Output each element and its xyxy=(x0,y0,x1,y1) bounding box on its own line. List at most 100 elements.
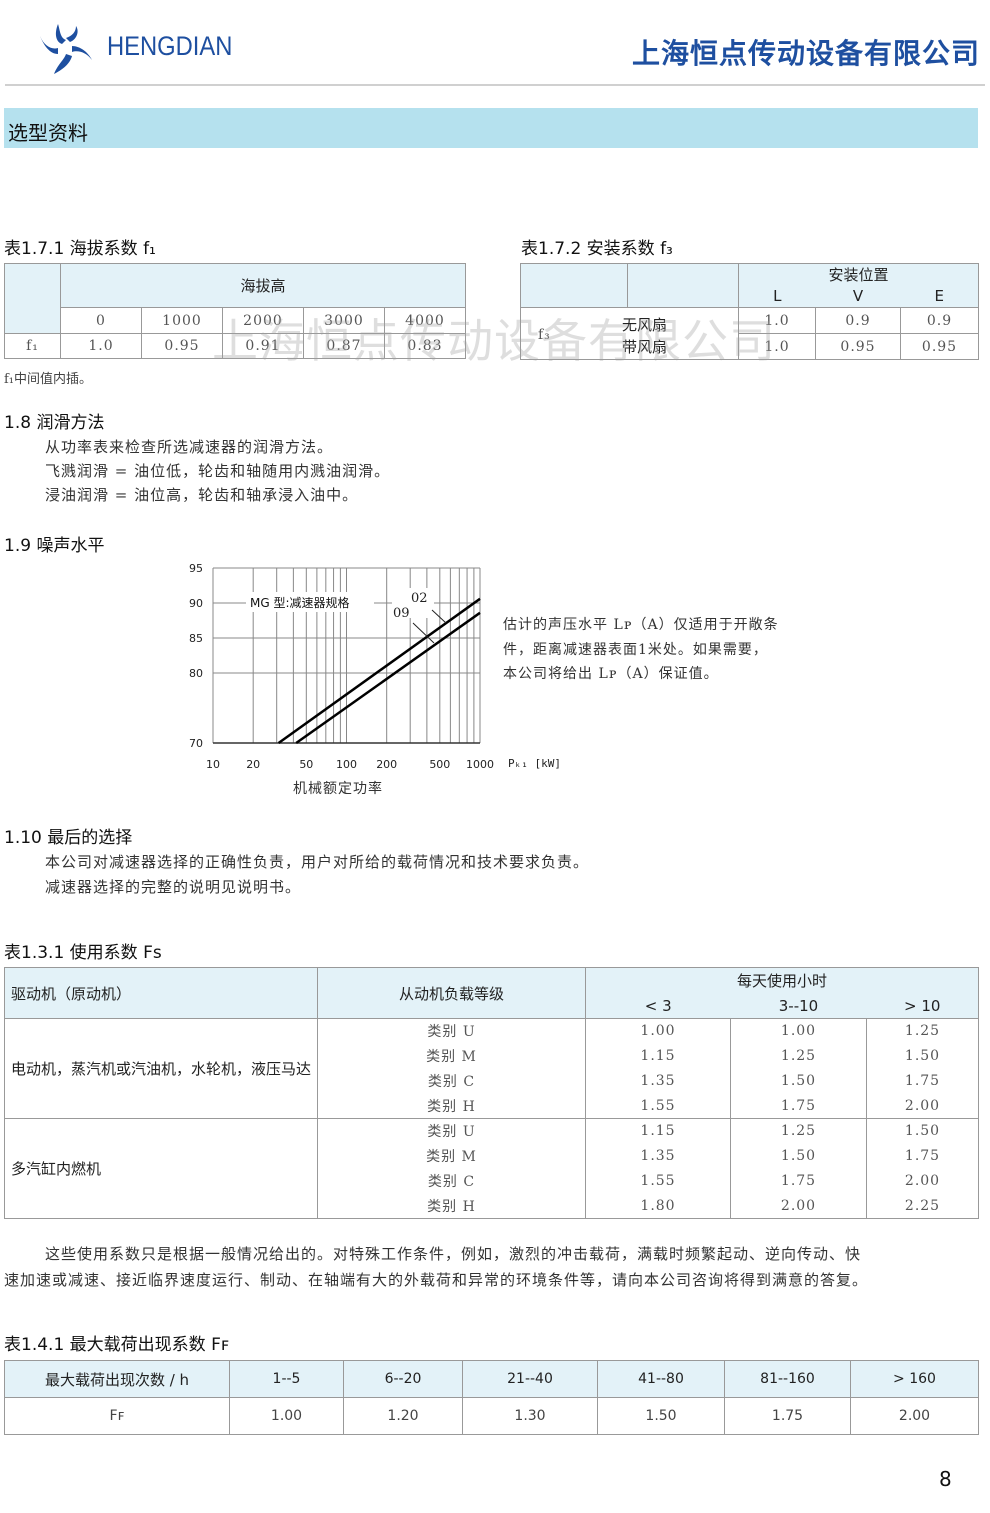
selection-line: 减速器选择的完整的说明见说明书。 xyxy=(45,878,302,896)
section-18-heading: 1.8 润滑方法 xyxy=(4,413,105,433)
factor-cell: 1.75 xyxy=(866,1068,979,1094)
value-cell: 1.0 xyxy=(738,307,816,334)
factor-cell: 1.50 xyxy=(866,1118,979,1144)
noise-note-line: 本公司将给出 Lᴘ（A）保证值。 xyxy=(503,666,719,682)
value-cell: 1.20 xyxy=(343,1397,463,1435)
hours-header: 每天使用小时 xyxy=(585,967,979,994)
row-label: f₃ xyxy=(538,327,551,343)
table-row: 类别 H 1.55 1.75 2.00 xyxy=(5,1093,979,1119)
annotation-background xyxy=(246,592,374,612)
leader-line-02 xyxy=(431,609,447,624)
row-label: Fꜰ xyxy=(4,1397,230,1435)
factor-cell: 2.00 xyxy=(730,1193,867,1219)
lubrication-line: 从功率表来检查所选减速器的润滑方法。 xyxy=(45,438,334,456)
factor-cell: 1.80 xyxy=(585,1193,731,1219)
with-fan-label: 带风扇 xyxy=(622,338,668,356)
range-cell: 81--160 xyxy=(724,1360,851,1398)
table-row: 类别 H 1.80 2.00 2.25 xyxy=(5,1193,979,1219)
series-label-background xyxy=(392,588,434,618)
table-row: 类别 C 1.55 1.75 2.00 xyxy=(5,1168,979,1194)
driver-cell: 多汽缸内燃机 xyxy=(4,1118,318,1219)
company-name: 上海恒点传动设备有限公司 xyxy=(631,37,980,70)
load-class-cell: 类别 H xyxy=(317,1093,586,1119)
section-19-heading: 1.9 噪声水平 xyxy=(4,536,105,556)
y-tick-label: 70 xyxy=(189,737,203,750)
series-line-09 xyxy=(295,611,481,745)
table-row: 类别 M 1.15 1.25 1.50 xyxy=(5,1043,979,1069)
load-class-cell: 类别 M xyxy=(317,1043,586,1069)
no-fan-label: 无风扇 xyxy=(622,316,668,334)
factor-cell: 2.00 xyxy=(866,1093,979,1119)
value-cell: 1.0 xyxy=(60,333,142,359)
x-tick-label: 50 xyxy=(299,758,313,771)
x-tick-label: 10 xyxy=(206,758,220,771)
value-cell: 0.95 xyxy=(900,333,979,360)
x-tick-label: 100 xyxy=(336,758,357,771)
factor-cell: 1.50 xyxy=(730,1143,867,1169)
header-label: 最大载荷出现次数 / h xyxy=(4,1360,230,1398)
altitude-factor-table: 海拔高 0 1000 2000 3000 4000 f₁ 1.0 0.95 0.… xyxy=(4,263,466,359)
factor-cell: 1.75 xyxy=(730,1093,867,1119)
load-class-cell: 类别 H xyxy=(317,1193,586,1219)
noise-note-line: 件，距离减速器表面1米处。如果需要， xyxy=(503,642,768,658)
y-tick-label: 80 xyxy=(189,667,203,680)
factor-cell: 1.25 xyxy=(866,1018,979,1044)
load-class-cell: 类别 U xyxy=(317,1018,586,1044)
chart-annotation: MG 型:减速器规格 xyxy=(250,595,350,610)
table-172-title: 表1.7.2 安装系数 f₃ xyxy=(521,239,673,259)
table-171-note: f₁中间值内插。 xyxy=(4,372,93,387)
factor-cell: 1.75 xyxy=(730,1168,867,1194)
factor-cell: 1.00 xyxy=(585,1018,731,1044)
table-141-title: 表1.4.1 最大载荷出现系数 Fꜰ xyxy=(4,1335,230,1355)
row-label: f₁ xyxy=(4,333,61,359)
factor-cell: 1.25 xyxy=(730,1118,867,1144)
value-cell: 1.50 xyxy=(597,1397,725,1435)
x-unit-label: Pₖ₁ [kW] xyxy=(508,757,561,770)
brand-name: HENGDIAN xyxy=(107,31,233,61)
load-class-header: 从动机负载等级 xyxy=(317,967,586,1019)
peak-load-factor-table: 最大载荷出现次数 / h 1--5 6--20 21--40 41--80 81… xyxy=(4,1360,979,1435)
factor-cell: 1.50 xyxy=(866,1043,979,1069)
y-tick-label: 95 xyxy=(189,562,203,575)
position-header: 安装位置 xyxy=(738,263,979,286)
pinwheel-logo-icon xyxy=(40,24,92,74)
section-110-heading: 1.10 最后的选择 xyxy=(4,828,133,848)
position-cell: L xyxy=(738,285,816,308)
x-tick-label: 1000 xyxy=(466,758,494,771)
table-row: 类别 C 1.35 1.50 1.75 xyxy=(5,1068,979,1094)
selection-line: 本公司对减速器选择的正确性负责，用户对所给的载荷情况和技术要求负责。 xyxy=(45,853,590,871)
table-row: 类别 M 1.35 1.50 1.75 xyxy=(5,1143,979,1169)
value-cell: 2.00 xyxy=(850,1397,979,1435)
value-cell: 1.00 xyxy=(229,1397,344,1435)
x-tick-label: 20 xyxy=(246,758,260,771)
driver-header: 驱动机（原动机） xyxy=(4,967,318,1019)
service-factor-table: 驱动机（原动机） 从动机负载等级 每天使用小时 < 3 3--10 > 10 电… xyxy=(4,967,979,1219)
page-number: 8 xyxy=(939,1467,952,1491)
y-tick-label: 90 xyxy=(189,597,203,610)
factor-cell: 1.50 xyxy=(730,1068,867,1094)
value-cell: 0.91 xyxy=(222,333,304,359)
noise-level-chart: 70 80 85 90 95 10 20 50 100 200 500 1000 Pₖ₁ [kW] MG … xyxy=(189,562,561,771)
load-class-cell: 类别 U xyxy=(317,1118,586,1144)
series-label-09: 09 xyxy=(393,606,410,621)
factor-cell: 2.00 xyxy=(866,1168,979,1194)
lubrication-line: 飞溅润滑 = 油位低，轮齿和轴随用内溅油润滑。 xyxy=(45,462,391,480)
factor-cell: 1.15 xyxy=(585,1043,731,1069)
position-cell: V xyxy=(815,285,901,308)
series-line-02 xyxy=(277,597,481,745)
corner-cell xyxy=(627,263,739,308)
series-label-02: 02 xyxy=(411,591,428,606)
factor-cell: 1.00 xyxy=(730,1018,867,1044)
factor-cell: 1.75 xyxy=(866,1143,979,1169)
table-171-title: 表1.7.1 海拔系数 f₁ xyxy=(4,239,156,259)
y-tick-label: 85 xyxy=(189,632,203,645)
hours-col: 3--10 xyxy=(730,993,867,1019)
factor-cell: 1.35 xyxy=(585,1068,731,1094)
factor-cell: 1.55 xyxy=(585,1168,731,1194)
factor-cell: 1.25 xyxy=(730,1043,867,1069)
x-tick-label: 200 xyxy=(376,758,397,771)
range-cell: 1--5 xyxy=(229,1360,344,1398)
lubrication-line: 浸油润滑 = 油位高，轮齿和轴承浸入油中。 xyxy=(45,486,359,504)
load-class-cell: 类别 M xyxy=(317,1143,586,1169)
